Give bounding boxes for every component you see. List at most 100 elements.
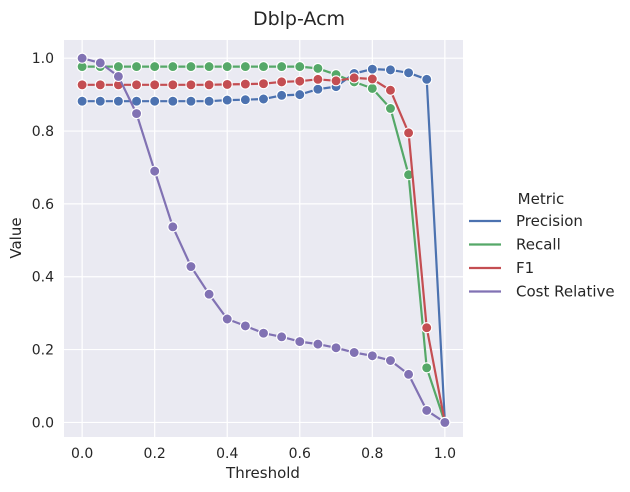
data-point [257, 78, 270, 90]
y-tick-labels: 0.0 0.2 0.4 0.6 0.8 1.0 [32, 51, 54, 431]
data-point [294, 61, 306, 73]
data-point [130, 79, 143, 91]
series-layer [76, 52, 451, 428]
legend-label: Precision [516, 212, 583, 230]
data-point [276, 61, 288, 73]
data-point [348, 346, 360, 359]
data-point [149, 165, 161, 177]
data-point [149, 79, 161, 91]
data-point [312, 83, 324, 95]
data-point [257, 93, 270, 105]
data-point [403, 127, 415, 139]
y-tick-label: 0.0 [32, 415, 54, 431]
legend-item: F1 [469, 259, 534, 277]
data-point [76, 52, 88, 64]
x-tick-labels: 0.0 0.2 0.4 0.6 0.8 1.0 [71, 446, 456, 462]
legend: Metric Precision Recall F1 Cost Relative [469, 190, 615, 301]
x-tick-label: 0.6 [289, 446, 311, 462]
data-point [330, 75, 342, 87]
data-point [384, 64, 397, 76]
data-point [239, 320, 251, 332]
data-point [421, 362, 433, 374]
data-point [439, 416, 451, 428]
legend-item: Cost Relative [469, 283, 615, 301]
data-point [366, 63, 378, 75]
data-point [130, 61, 143, 73]
data-point [203, 95, 215, 107]
data-point [167, 61, 179, 73]
data-point [221, 61, 233, 73]
y-tick-label: 0.2 [32, 343, 54, 359]
data-point [203, 61, 215, 73]
legend-item: Recall [469, 236, 561, 254]
data-point [312, 62, 324, 74]
data-point [366, 350, 378, 362]
y-tick-label: 0.6 [32, 197, 54, 213]
data-point [167, 79, 179, 91]
data-point [94, 57, 106, 69]
data-point [330, 342, 342, 354]
y-tick-label: 0.4 [32, 270, 54, 286]
legend-title: Metric [518, 190, 565, 208]
data-point [403, 67, 415, 79]
data-point [76, 95, 88, 107]
data-point [257, 61, 270, 73]
data-point [185, 95, 197, 107]
y-tick-label: 0.8 [32, 124, 54, 140]
data-point [294, 75, 306, 87]
y-axis-label: Value [7, 217, 25, 258]
legend-label: Cost Relative [516, 283, 615, 301]
series-cost-relative [76, 52, 451, 428]
data-point [185, 260, 197, 273]
data-point [112, 70, 124, 82]
x-tick-label: 1.0 [434, 446, 456, 462]
data-point [76, 79, 88, 91]
data-point [149, 95, 161, 107]
data-point [167, 221, 179, 233]
data-point [384, 84, 397, 96]
legend-item: Precision [469, 212, 583, 230]
data-point [294, 89, 306, 101]
data-point [366, 73, 378, 85]
data-point [221, 313, 233, 325]
data-point [221, 78, 233, 90]
y-tick-label: 1.0 [32, 51, 54, 67]
legend-label: F1 [516, 259, 534, 277]
data-point [384, 354, 397, 367]
data-point [149, 61, 161, 73]
data-point [239, 61, 251, 73]
data-point [421, 73, 433, 85]
data-point [203, 288, 215, 300]
data-point [366, 82, 378, 94]
data-point [421, 322, 433, 334]
data-point [257, 327, 270, 339]
data-point [239, 78, 251, 90]
data-point [130, 108, 143, 120]
x-axis-label: Threshold [225, 464, 300, 482]
data-point [384, 102, 397, 115]
data-point [185, 79, 197, 91]
x-tick-label: 0.2 [144, 446, 166, 462]
data-point [312, 338, 324, 350]
data-point [203, 79, 215, 91]
data-point [276, 76, 288, 88]
x-tick-label: 0.0 [71, 446, 93, 462]
data-point [94, 95, 106, 107]
legend-label: Recall [516, 236, 561, 254]
data-point [403, 368, 415, 380]
data-point [421, 404, 433, 416]
data-point [167, 95, 179, 107]
x-tick-label: 0.4 [216, 446, 238, 462]
data-point [276, 331, 288, 343]
data-point [276, 89, 288, 101]
data-point [294, 336, 306, 348]
x-tick-label: 0.8 [361, 446, 383, 462]
data-point [221, 94, 233, 106]
data-point [239, 94, 251, 106]
data-point [312, 73, 324, 85]
data-point [94, 79, 106, 91]
chart-title: Dblp-Acm [253, 8, 345, 30]
data-point [348, 72, 360, 84]
data-point [112, 61, 124, 73]
